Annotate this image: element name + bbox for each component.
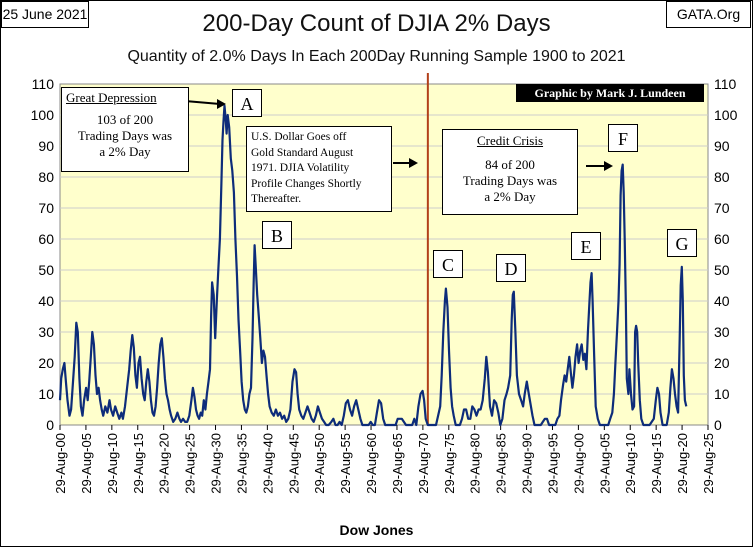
y-tick-label: 60: [38, 231, 54, 247]
credit-crisis-title: Credit Crisis: [476, 133, 544, 148]
y-tick-label-right: 10: [714, 386, 730, 402]
gold-standard-line: 1971. DJIA Volatility: [251, 162, 350, 174]
x-tick-label: 29-Aug-00: [571, 433, 586, 494]
y-tick-label: 0: [46, 417, 54, 433]
x-tick-label: 29-Aug-55: [338, 433, 353, 494]
series-line: [58, 104, 688, 427]
credit-crisis-line: 84 of 200: [485, 157, 535, 172]
y-tick-label: 40: [38, 293, 54, 309]
y-tick-label-right: 0: [714, 417, 722, 433]
credit-crisis-note: Credit Crisis 84 of 200 Trading Days was…: [442, 129, 578, 215]
credit-crisis-line: Trading Days was: [462, 173, 558, 188]
great-depression-line: a 2% Day: [99, 144, 151, 159]
arrow-f-head: [604, 161, 613, 171]
arrow-a-head: [217, 99, 226, 109]
chart-subtitle: Quantity of 2.0% Days In Each 200Day Run…: [127, 48, 626, 65]
chart-title: 200-Day Count of DJIA 2% Days: [202, 10, 551, 37]
great-depression-line: 103 of 200: [96, 112, 154, 127]
x-tick-label: 29-Aug-05: [597, 433, 612, 494]
label-d: D: [496, 254, 526, 282]
gold-standard-line: Profile Changes Shortly: [251, 177, 362, 190]
x-tick-label: 29-Aug-85: [494, 433, 509, 494]
x-tick-label: 29-Aug-30: [209, 433, 224, 494]
y-tick-label-right: 60: [714, 231, 730, 247]
x-tick-label: 29-Aug-65: [390, 433, 405, 494]
label-g: G: [667, 229, 697, 257]
gold-standard-line: Thereafter.: [251, 193, 302, 205]
annotation-arrows: [184, 99, 613, 171]
y-tick-label: 70: [38, 200, 54, 216]
great-depression-line: Trading Days was: [77, 128, 173, 143]
x-tick-label: 29-Aug-90: [520, 433, 535, 494]
x-tick-label: 29-Aug-60: [364, 433, 379, 494]
source-label: GATA.Org: [666, 1, 751, 28]
great-depression-note: Great Depression 103 of 200 Trading Days…: [61, 87, 189, 172]
credit-crisis-line: a 2% Day: [484, 189, 536, 204]
y-axis-left: 0 10 20 30 40 50 60 70 80 90 100 110: [31, 76, 55, 433]
y-tick-label: 20: [38, 355, 54, 371]
great-depression-title: Great Depression: [66, 90, 157, 105]
y-tick-label-right: 90: [714, 138, 730, 154]
y-tick-label: 110: [32, 76, 55, 92]
x-tick-label: 29-Aug-35: [234, 433, 249, 494]
y-tick-label-right: 80: [714, 169, 730, 185]
x-tick-label: 29-Aug-25: [701, 433, 716, 494]
label-b: B: [262, 221, 292, 249]
y-axis-right: 0 10 20 30 40 50 60 70 80 90 100 110: [714, 76, 738, 433]
x-tick-label: 29-Aug-10: [623, 433, 638, 494]
x-axis-title: Dow Jones: [339, 522, 414, 538]
x-tick-label: 29-Aug-75: [442, 433, 457, 494]
y-tick-label-right: 20: [714, 355, 730, 371]
gold-standard-note: U.S. Dollar Goes off Gold Standard Augus…: [246, 126, 392, 212]
x-tick-label: 29-Aug-00: [53, 433, 68, 494]
y-tick-label-right: 50: [714, 262, 730, 278]
gold-standard-line: U.S. Dollar Goes off: [251, 131, 347, 143]
label-e: E: [571, 232, 601, 260]
y-tick-label: 100: [31, 107, 55, 123]
x-tick-label: 29-Aug-50: [312, 433, 327, 494]
date-label: 25 June 2021: [1, 1, 89, 28]
x-tick-label: 29-Aug-45: [286, 433, 301, 494]
x-tick-label: 29-Aug-10: [105, 433, 120, 494]
y-tick-label: 30: [38, 324, 54, 340]
x-tick-label: 29-Aug-15: [649, 433, 664, 494]
y-tick-label: 90: [38, 138, 54, 154]
label-a: A: [232, 89, 262, 117]
y-tick-label: 50: [38, 262, 54, 278]
y-tick-label: 80: [38, 169, 54, 185]
label-c: C: [433, 250, 463, 278]
credit-banner: Graphic by Mark J. Lundeen: [516, 84, 704, 102]
gold-standard-line: Gold Standard August: [251, 146, 354, 159]
x-tick-label: 29-Aug-70: [416, 433, 431, 494]
x-tick-label: 29-Aug-15: [131, 433, 146, 494]
label-f: F: [608, 124, 638, 152]
x-tick-label: 29-Aug-40: [260, 433, 275, 494]
x-tick-label: 29-Aug-20: [157, 433, 172, 494]
y-tick-label: 10: [38, 386, 54, 402]
x-tick-label: 29-Aug-80: [468, 433, 483, 494]
y-tick-label-right: 110: [714, 76, 737, 92]
x-axis: 29-Aug-00 29-Aug-05 29-Aug-10 29-Aug-15 29-A…: [53, 425, 716, 494]
y-tick-label-right: 40: [714, 293, 730, 309]
x-tick-label: 29-Aug-95: [545, 433, 560, 494]
y-tick-label-right: 30: [714, 324, 730, 340]
y-tick-label-right: 100: [714, 107, 738, 123]
arrow-dollar-head: [409, 158, 418, 168]
x-tick-label: 29-Aug-05: [79, 433, 94, 494]
x-tick-label: 29-Aug-25: [183, 433, 198, 494]
x-tick-label: 29-Aug-20: [675, 433, 690, 494]
arrow-a: [184, 100, 221, 105]
y-tick-label-right: 70: [714, 200, 730, 216]
